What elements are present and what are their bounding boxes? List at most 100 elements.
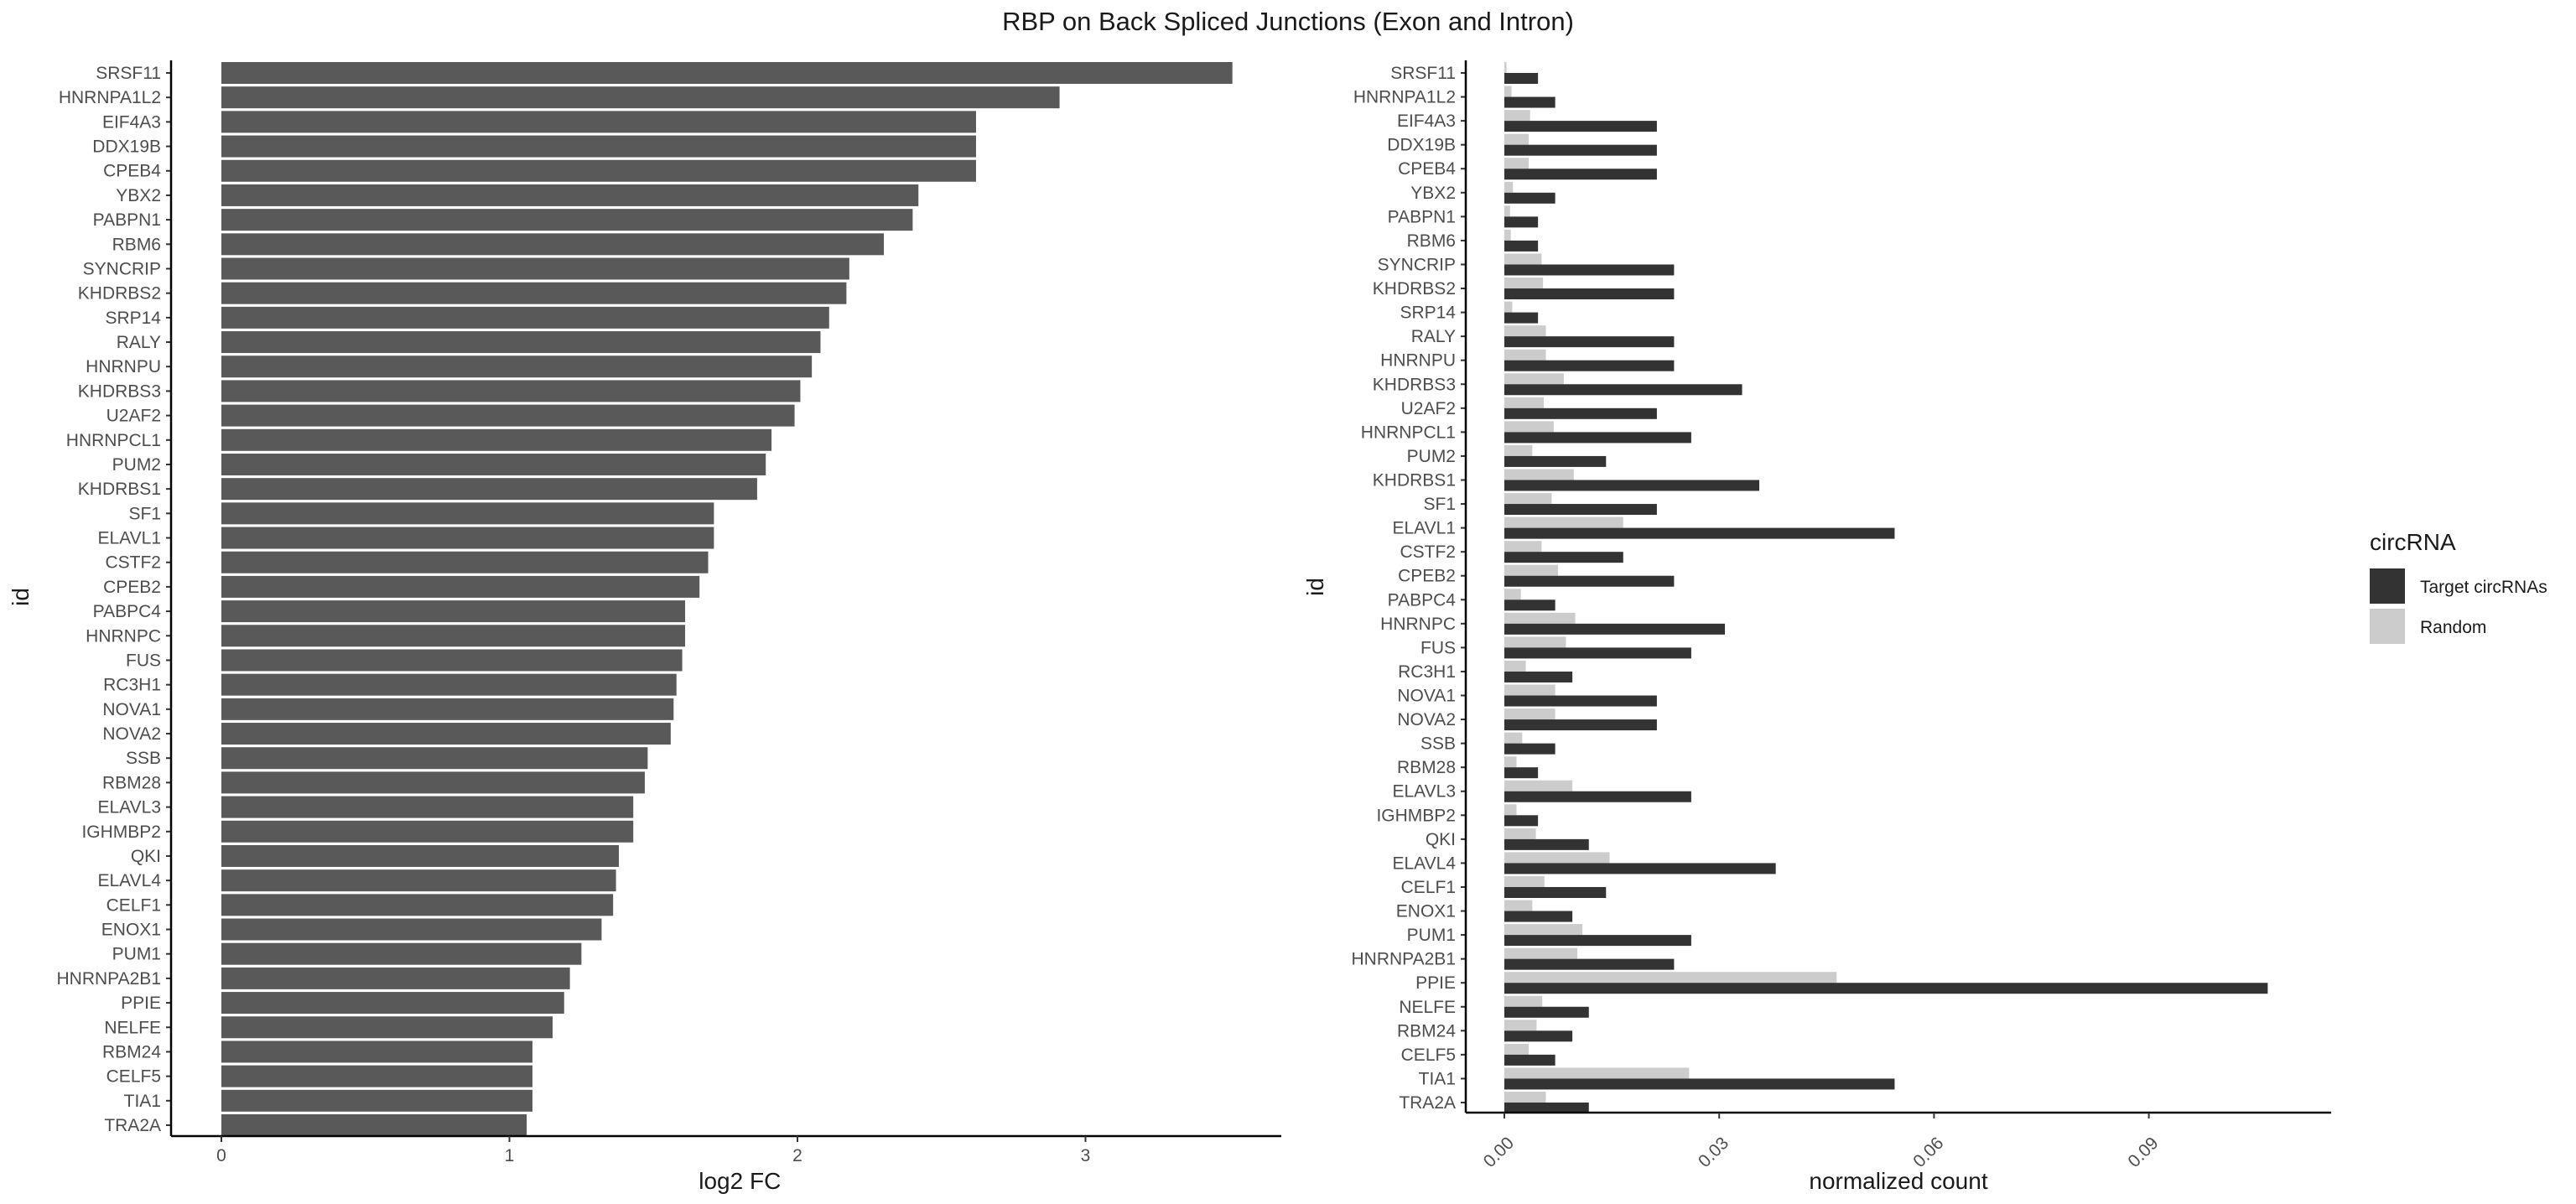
- bar-target: [1504, 264, 1675, 276]
- y-tick-label: CELF1: [106, 895, 161, 915]
- legend-label: Random: [2420, 618, 2486, 637]
- y-tick-label: NELFE: [104, 1018, 161, 1037]
- x-tick-label: 0.06: [1909, 1134, 1947, 1171]
- y-tick-label: DDX19B: [1387, 136, 1456, 155]
- x-tick-label: 3: [1081, 1146, 1091, 1165]
- bar-random: [1504, 301, 1513, 313]
- bar-target: [1504, 886, 1607, 898]
- bar-target: [1504, 527, 1895, 539]
- bar-target: [1504, 623, 1726, 635]
- bar-random: [1504, 995, 1543, 1007]
- bar-target: [1504, 1006, 1589, 1018]
- bar-target: [1504, 983, 2268, 994]
- bar: [221, 673, 677, 696]
- bar: [221, 233, 885, 256]
- y-tick-label: ELAVL4: [98, 871, 162, 890]
- y-tick-label: PABPC4: [1388, 590, 1457, 610]
- bar-random: [1504, 133, 1530, 145]
- y-tick-label: NELFE: [1399, 998, 1456, 1017]
- y-tick-label: RALY: [117, 333, 161, 352]
- bar: [221, 404, 795, 427]
- bar-target: [1504, 791, 1691, 802]
- bar-target: [1504, 671, 1573, 682]
- bar: [221, 135, 976, 158]
- bar-random: [1504, 349, 1546, 361]
- bar-random: [1504, 852, 1610, 864]
- y-tick-label: HNRNPA2B1: [1352, 950, 1456, 969]
- bar-random: [1504, 589, 1521, 600]
- bar-random: [1504, 205, 1510, 217]
- y-tick-label: IGHMBP2: [1376, 806, 1456, 825]
- y-tick-label: HNRNPA2B1: [57, 969, 161, 989]
- bar-target: [1504, 815, 1539, 827]
- legend-label: Target circRNAs: [2420, 578, 2547, 597]
- y-tick-label: TIA1: [124, 1092, 161, 1111]
- bar: [221, 453, 766, 475]
- y-tick-label: HNRNPC: [1380, 615, 1456, 634]
- y-tick-label: RBM28: [102, 773, 161, 792]
- bar: [221, 306, 829, 329]
- bar-target: [1504, 695, 1657, 707]
- bar-target: [1504, 480, 1760, 491]
- y-tick-label: PABPC4: [93, 602, 162, 621]
- bar-target: [1504, 96, 1555, 108]
- y-tick-label: SSB: [1420, 734, 1456, 754]
- bar: [221, 894, 614, 916]
- bar-random: [1504, 469, 1574, 480]
- bar-random: [1504, 972, 1837, 983]
- bar-random: [1504, 1020, 1537, 1031]
- y-tick-label: TIA1: [1419, 1069, 1456, 1088]
- bar: [221, 1089, 532, 1112]
- bar-random: [1504, 397, 1544, 408]
- y-tick-label: PUM1: [112, 945, 161, 964]
- bar: [221, 428, 772, 451]
- bar: [221, 1016, 553, 1039]
- bar: [221, 600, 686, 623]
- y-tick-label: CPEB2: [103, 578, 161, 597]
- y-tick-label: SF1: [1423, 495, 1456, 514]
- y-tick-label: TRA2A: [104, 1116, 161, 1135]
- y-tick-label: KHDRBS2: [78, 284, 161, 304]
- bar: [221, 502, 714, 525]
- bar: [221, 331, 821, 354]
- y-tick-label: KHDRBS1: [78, 480, 161, 499]
- y-tick-label: NOVA1: [1397, 687, 1456, 706]
- y-tick-label: SRP14: [1400, 304, 1456, 323]
- bar-random: [1504, 253, 1542, 265]
- bar-target: [1504, 838, 1589, 850]
- bar: [221, 1065, 532, 1087]
- bar: [221, 869, 616, 892]
- y-tick-label: KHDRBS2: [1373, 279, 1456, 298]
- bar-random: [1504, 541, 1542, 553]
- y-tick-label: FUS: [1420, 638, 1456, 657]
- bar-random: [1504, 684, 1555, 696]
- bar: [221, 257, 849, 280]
- bar-random: [1504, 1043, 1530, 1055]
- bar-random: [1504, 875, 1545, 887]
- bar-target: [1504, 743, 1555, 755]
- bar: [221, 771, 645, 794]
- bar: [221, 355, 813, 378]
- bar-target: [1504, 192, 1555, 204]
- bar: [221, 844, 620, 867]
- bar: [221, 1041, 532, 1063]
- bar: [221, 747, 648, 770]
- bar-target: [1504, 1078, 1895, 1090]
- bar: [221, 967, 570, 989]
- y-tick-label: RBM28: [1397, 758, 1456, 777]
- bar: [221, 551, 709, 573]
- bar-random: [1504, 828, 1536, 839]
- bar-target: [1504, 599, 1555, 611]
- y-tick-label: CPEB2: [1398, 567, 1456, 586]
- bar-random: [1504, 158, 1530, 169]
- y-tick-label: CSTF2: [105, 553, 161, 573]
- y-tick-label: ELAVL1: [1393, 519, 1457, 538]
- y-tick-label: DDX19B: [92, 138, 161, 157]
- bar-target: [1504, 455, 1607, 467]
- bar-target: [1504, 121, 1657, 132]
- x-axis-title: normalized count: [1809, 1168, 1987, 1194]
- legend-swatch: [2370, 609, 2405, 644]
- bar: [221, 575, 700, 598]
- bar-random: [1504, 86, 1512, 97]
